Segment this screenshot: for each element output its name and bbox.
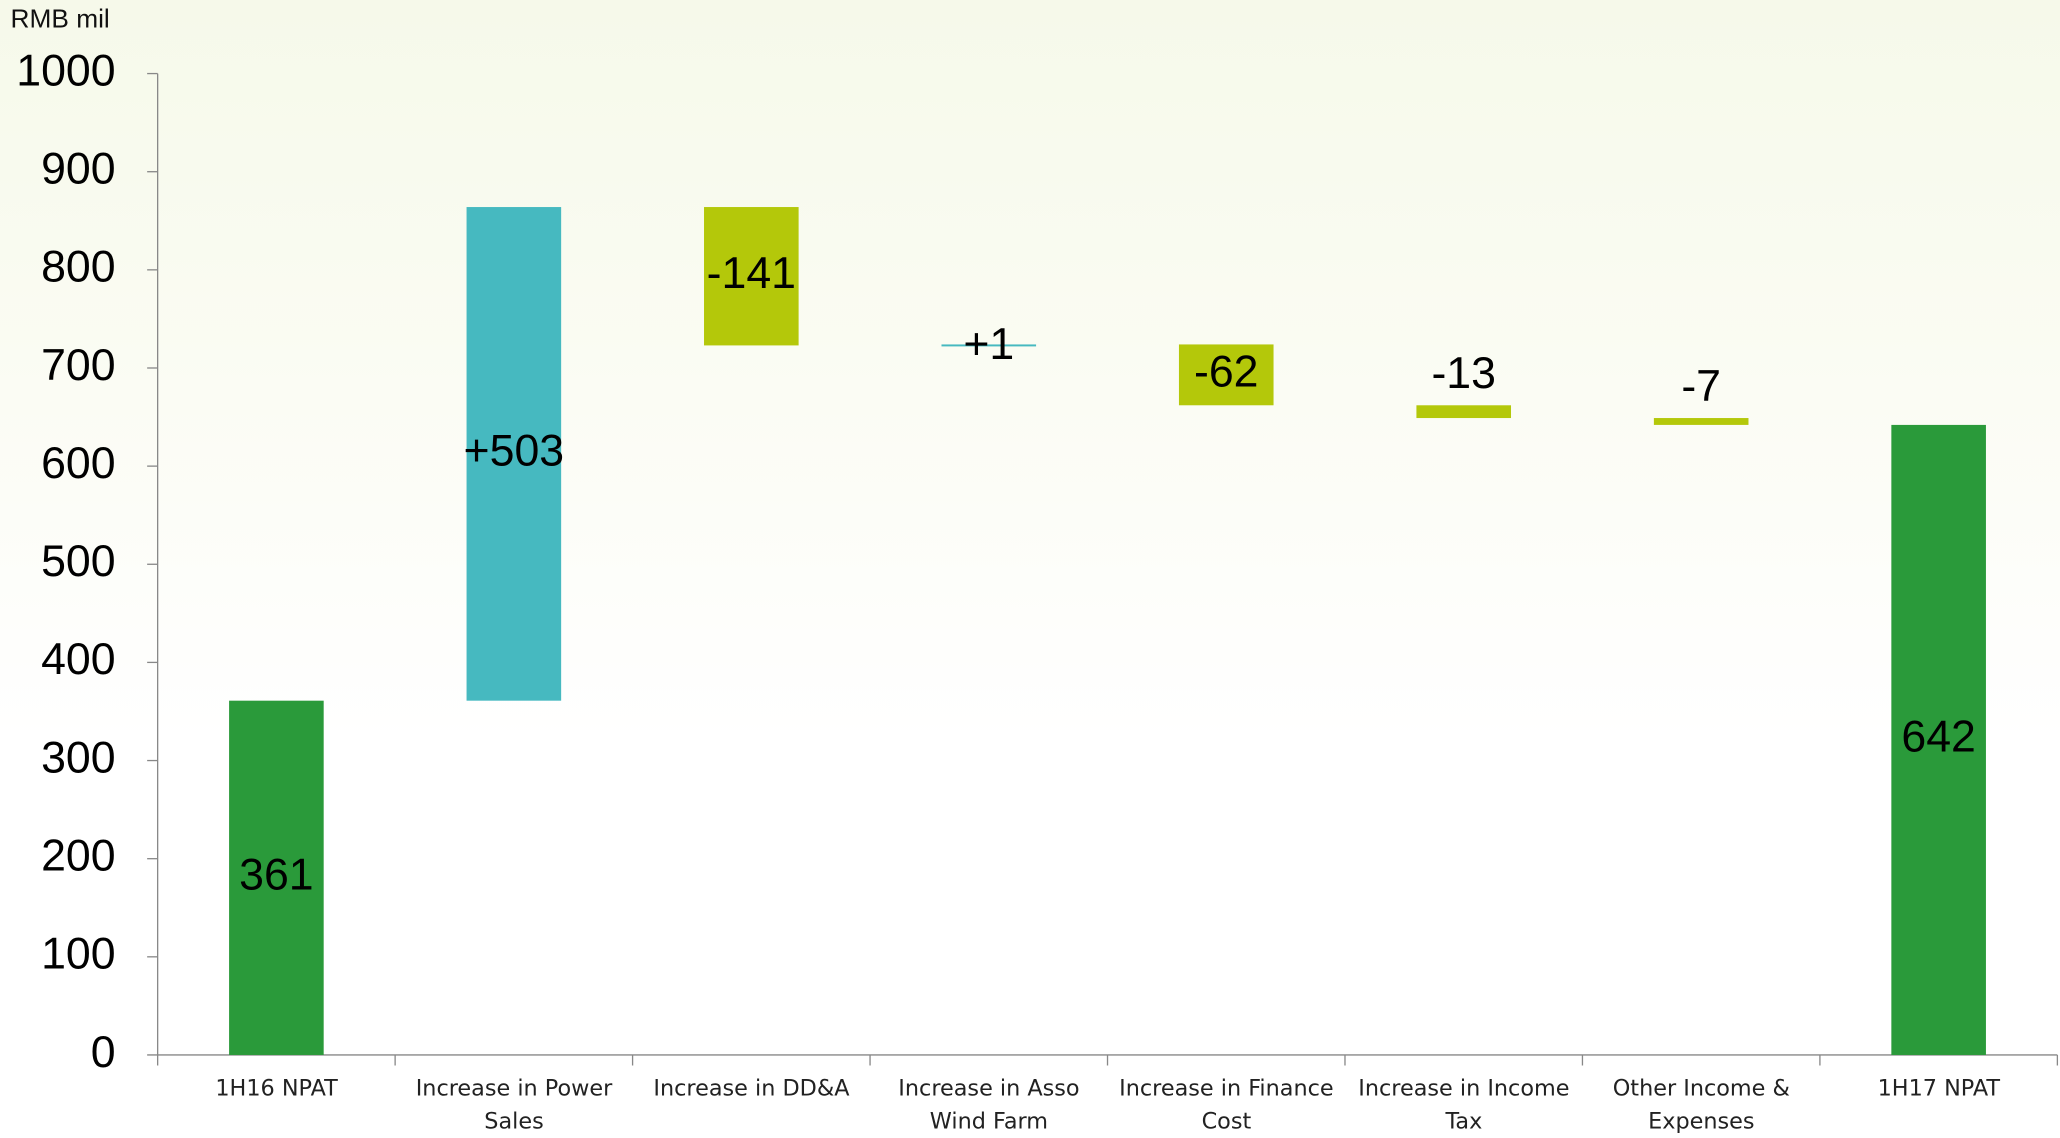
y-tick-label: 800	[41, 243, 116, 292]
x-tick-label: Increase in DD&A	[653, 1075, 850, 1103]
data-label: +1	[963, 320, 1014, 369]
data-label: -7	[1681, 362, 1721, 411]
data-label: -141	[707, 249, 796, 298]
data-label: 361	[239, 851, 314, 900]
bar	[1891, 424, 1986, 1055]
x-tick-label: Increase in Finance Cost	[1119, 1075, 1334, 1136]
bar	[1653, 418, 1749, 425]
x-tick-label: 1H16 NPAT	[215, 1075, 338, 1103]
y-tick-label: 600	[41, 439, 116, 488]
y-tick-label: 500	[41, 537, 116, 586]
y-tick-label: 0	[91, 1028, 116, 1077]
y-tick-label: 400	[41, 635, 116, 684]
x-tick-label: Increase in Income Tax	[1358, 1075, 1570, 1136]
y-tick-label: 1000	[16, 46, 115, 95]
x-tick-label: Increase in Power Sales	[415, 1075, 613, 1136]
data-label: -13	[1431, 349, 1496, 398]
y-tick-label: 900	[41, 145, 116, 194]
x-tick-label: 1H17 NPAT	[1877, 1075, 2001, 1103]
y-tick-label: 100	[41, 930, 116, 979]
y-tick-label: 700	[41, 341, 116, 390]
bar	[1178, 344, 1274, 406]
bar	[941, 344, 1037, 347]
y-tick-label: 300	[41, 733, 116, 782]
data-label: +503	[464, 427, 565, 476]
bar	[704, 207, 799, 346]
y-axis-label: RMB mil	[10, 5, 110, 35]
bar	[1416, 405, 1512, 419]
data-label: -62	[1194, 348, 1259, 397]
y-tick-label: 200	[41, 831, 116, 880]
bar	[229, 700, 324, 1055]
data-label: 642	[1901, 713, 1976, 762]
x-tick-label: Increase in Asso Wind Farm Contributions	[898, 1075, 1080, 1136]
x-tick-label: Other Income & Expenses	[1612, 1075, 1790, 1136]
bar	[466, 207, 562, 701]
